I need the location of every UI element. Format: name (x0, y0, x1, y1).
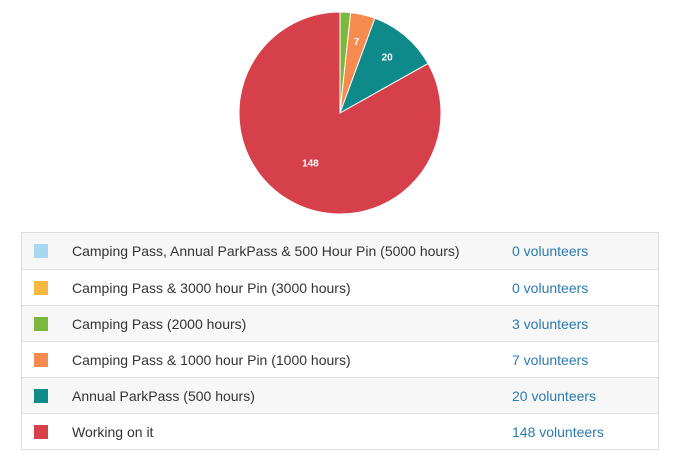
legend-row: Camping Pass & 3000 hour Pin (3000 hours… (22, 269, 658, 305)
volunteer-count-link[interactable]: 3 volunteers (512, 315, 589, 332)
slice-data-label: 7 (354, 37, 360, 48)
legend-row: Camping Pass (2000 hours) 3 volunteers (22, 305, 658, 341)
legend-swatch (34, 424, 48, 439)
volunteer-count-link[interactable]: 0 volunteers (512, 243, 589, 259)
volunteer-count-link[interactable]: 7 volunteers (512, 351, 589, 368)
pie-chart: 7 20 148 (230, 10, 450, 225)
volunteer-count-link[interactable]: 20 volunteers (512, 387, 597, 404)
volunteer-count-link[interactable]: 148 volunteers (512, 423, 604, 440)
legend-row: Annual ParkPass (500 hours) 20 volunteer… (22, 377, 658, 413)
legend-label: Annual ParkPass (500 hours) (72, 387, 255, 404)
legend-label: Camping Pass & 3000 hour Pin (3000 hours… (72, 279, 351, 296)
volunteer-count-link[interactable]: 0 volunteers (512, 279, 589, 296)
legend-row: Camping Pass & 1000 hour Pin (1000 hours… (22, 341, 658, 377)
pie-slice (339, 17, 429, 115)
legend-label: Working on it (72, 423, 154, 440)
legend-swatch (34, 352, 48, 367)
legend-table: Camping Pass, Annual ParkPass & 500 Hour… (21, 232, 659, 450)
legend-swatch (34, 388, 48, 403)
legend-row: Camping Pass, Annual ParkPass & 500 Hour… (22, 233, 658, 269)
legend-swatch (34, 316, 48, 331)
slice-data-label: 148 (302, 159, 319, 170)
legend-swatch (34, 244, 48, 258)
legend-swatch (34, 280, 48, 295)
pie-slice (238, 11, 442, 215)
pie-chart-svg: 7 20 148 (238, 11, 442, 215)
legend-label: Camping Pass (2000 hours) (72, 315, 247, 332)
legend-row: Working on it 148 volunteers (22, 413, 658, 449)
slice-data-label: 20 (382, 53, 394, 64)
legend-label: Camping Pass, Annual ParkPass & 500 Hour… (72, 243, 460, 259)
legend-label: Camping Pass & 1000 hour Pin (1000 hours… (72, 351, 351, 368)
